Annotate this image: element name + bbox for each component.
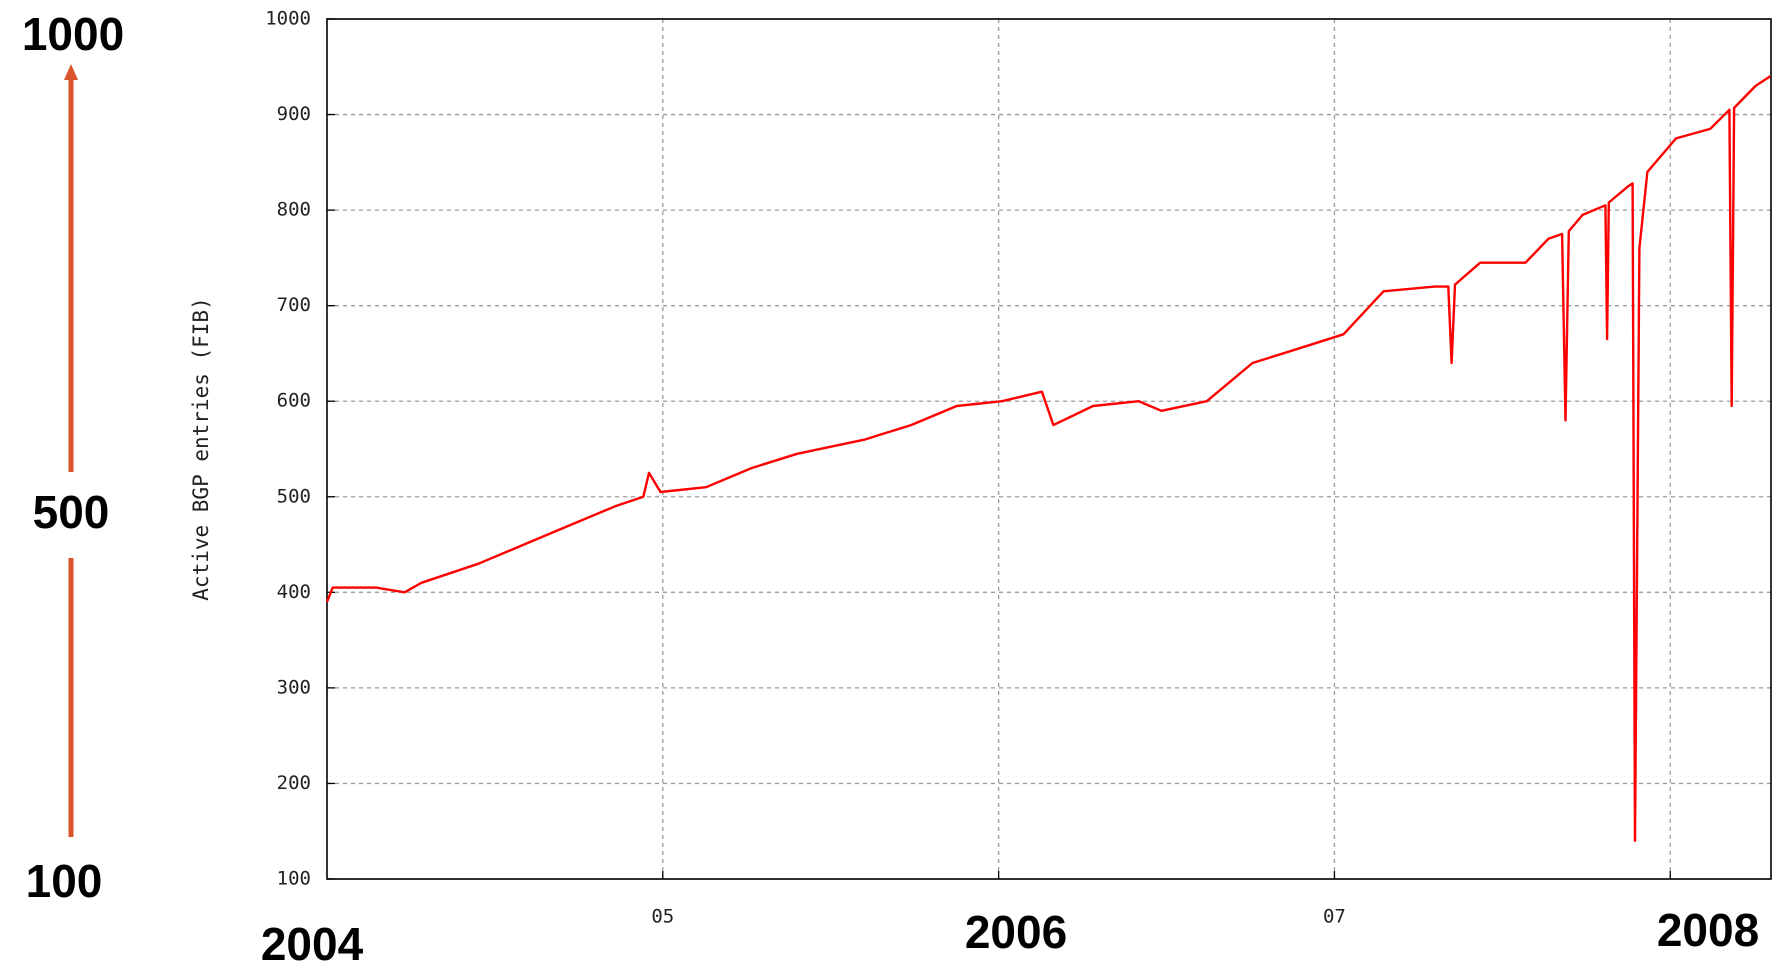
y-tick-label: 100 [277, 868, 311, 890]
annotation: 2008 [1657, 904, 1759, 956]
arrow-head [64, 64, 78, 80]
y-tick-label: 300 [277, 676, 311, 698]
annotation: 1000 [22, 8, 124, 60]
y-tick-label: 200 [277, 772, 311, 794]
data-line [325, 75, 1771, 842]
y-tick-label: 800 [277, 199, 311, 221]
annotation: 500 [33, 486, 110, 538]
annotation: 2004 [261, 918, 364, 969]
y-tick-label: 700 [277, 294, 311, 316]
y-axis-title: Active BGP entries (FIB) [189, 297, 213, 600]
y-tick-label: 900 [277, 103, 311, 125]
y-tick-label: 400 [277, 581, 311, 603]
x-tick-label: 05 [651, 906, 674, 928]
y-tick-label: 500 [277, 485, 311, 507]
y-tick-label: 600 [277, 390, 311, 412]
y-tick-label: 1000 [265, 8, 311, 30]
plot-frame [326, 18, 1772, 880]
annotation: 2006 [965, 906, 1067, 958]
annotation: 100 [26, 855, 103, 907]
x-tick-label: 07 [1323, 906, 1346, 928]
